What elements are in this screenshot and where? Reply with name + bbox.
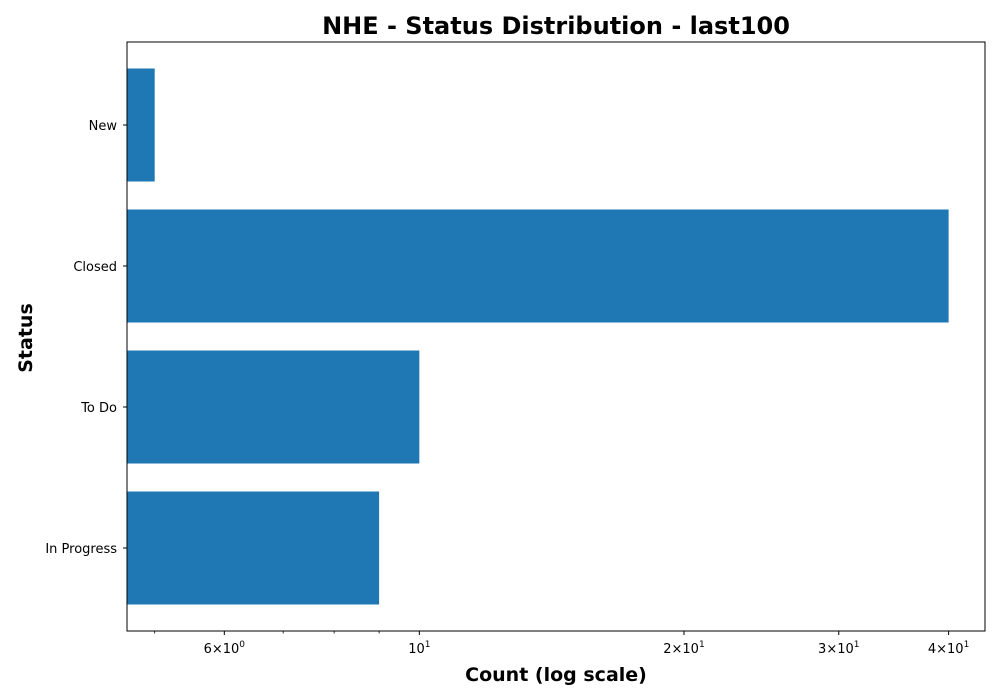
- plot-border: [126, 41, 986, 632]
- y-axis: In Progress To Do Closed New: [45, 119, 127, 557]
- bars: [127, 68, 949, 605]
- y-tick-label: Closed: [73, 260, 117, 275]
- y-tick-label: To Do: [80, 401, 117, 416]
- plot-area: [126, 41, 986, 632]
- x-axis: 6×100 101 2×101 3×101 4×101: [154, 631, 969, 657]
- x-tick-label: 4×101: [928, 640, 969, 657]
- bar-closed: [127, 209, 949, 323]
- chart-title: NHE - Status Distribution - last100: [322, 12, 790, 40]
- x-tick-label: 3×101: [818, 640, 859, 657]
- y-tick-label: New: [89, 119, 118, 134]
- x-tick-label: 6×100: [204, 640, 246, 657]
- x-tick-label: 101: [408, 640, 430, 657]
- y-axis-label: Status: [15, 303, 37, 373]
- x-axis-label: Count (log scale): [465, 664, 647, 686]
- bar-to-do: [127, 350, 420, 464]
- bar-in-progress: [127, 491, 380, 605]
- x-tick-label: 2×101: [663, 640, 704, 657]
- y-tick-label: In Progress: [45, 542, 117, 557]
- bar-new: [127, 68, 155, 182]
